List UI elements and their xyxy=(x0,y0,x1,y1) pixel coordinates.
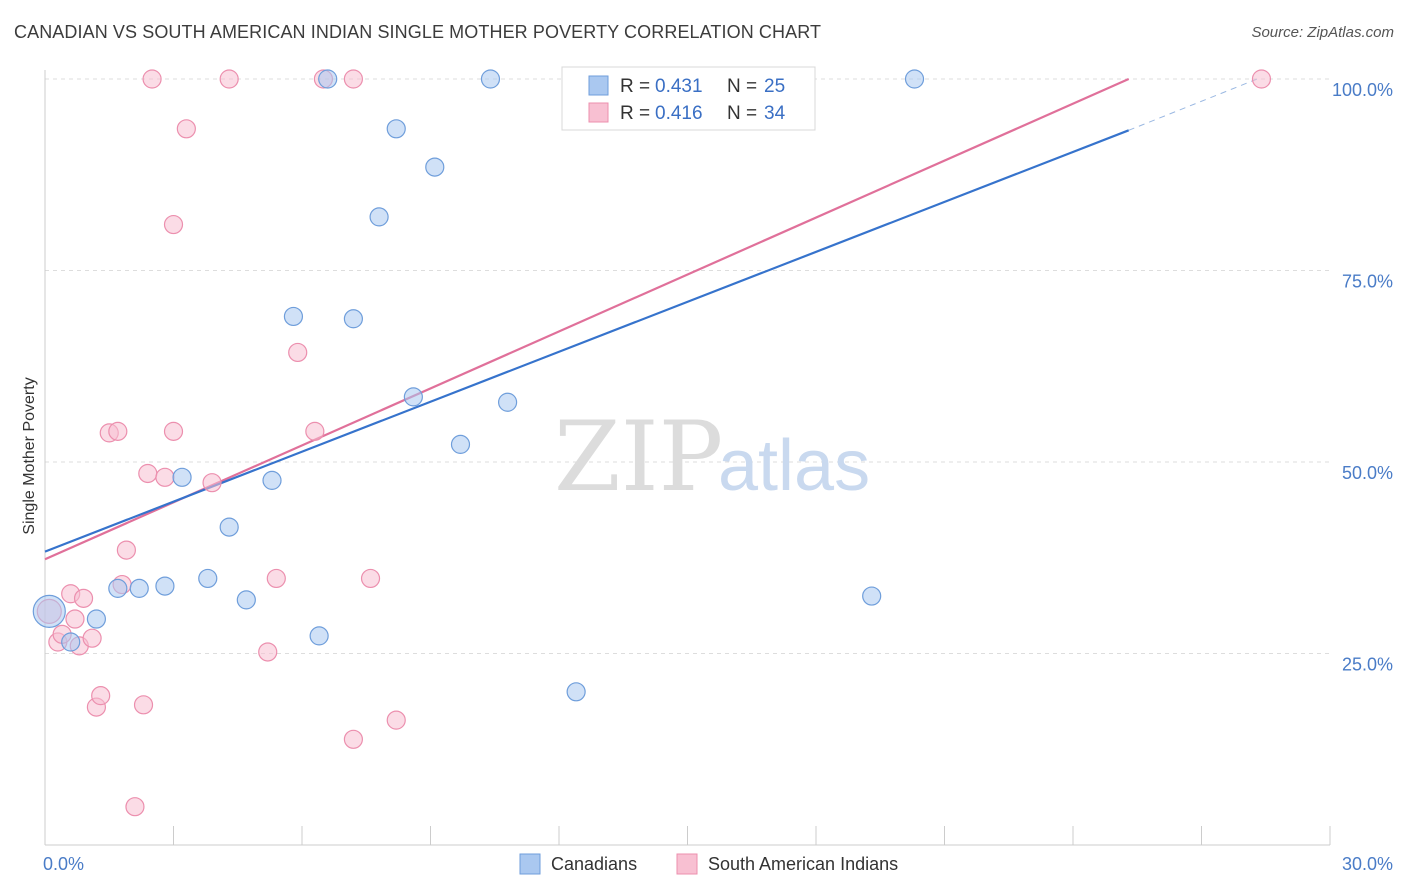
y-axis-title: Single Mother Poverty xyxy=(21,377,38,534)
south-american-indians-point-33 xyxy=(1251,69,1272,89)
trend-line-south-american-indians xyxy=(44,77,1130,561)
canadians-point-22 xyxy=(566,682,586,702)
legend-top: R = 0.431 N = 25 R = 0.416 N = 34 xyxy=(561,66,816,131)
south-american-indians-point-23 xyxy=(219,69,239,89)
south-american-indians-point-19 xyxy=(163,421,184,441)
south-american-indians-point-16 xyxy=(138,463,158,484)
south-american-indians-point-21 xyxy=(176,119,196,139)
y-tick-label-2: 75.0% xyxy=(1342,272,1393,292)
bottom-legend-swatch-canadians xyxy=(519,853,541,875)
south-american-indians-point-26 xyxy=(288,342,308,363)
y-tick-label-1: 50.0% xyxy=(1342,463,1393,483)
legend-n-label-2: N = xyxy=(727,103,757,124)
canadians-point-1 xyxy=(61,632,81,652)
canadians-point-15 xyxy=(369,207,389,227)
south-american-indians-point-32 xyxy=(386,710,406,730)
canadians-point-23 xyxy=(862,586,882,606)
canadians-point-5 xyxy=(155,576,175,596)
legend-r-value-2: 0.416 xyxy=(655,103,703,124)
canadians-point-21 xyxy=(498,392,518,412)
legend-swatch-sai xyxy=(588,102,609,123)
canadians-point-17 xyxy=(403,387,423,407)
south-american-indians-point-31 xyxy=(360,568,381,589)
axes: 25.0% 50.0% 75.0% 100.0% 0.0% 30.0% xyxy=(43,70,1393,874)
canadians-point-9 xyxy=(236,590,256,610)
y-tick-label-0: 25.0% xyxy=(1342,655,1393,675)
canadians-point-7 xyxy=(198,568,218,589)
south-american-indians-point-24 xyxy=(258,642,278,662)
watermark: ZIP atlas xyxy=(554,401,870,513)
canadians-point-11 xyxy=(283,306,304,327)
y-tick-label-3: 100.0% xyxy=(1332,80,1393,100)
south-american-indians-point-20 xyxy=(163,214,184,235)
canadians-point-18 xyxy=(425,157,445,177)
source-label: Source: ZipAtlas.com xyxy=(1251,24,1394,41)
south-american-indians-point-30 xyxy=(343,69,363,89)
canadians-point-19 xyxy=(450,434,471,454)
canadians-point-20 xyxy=(480,69,501,89)
south-american-indians-point-7 xyxy=(82,628,102,648)
bottom-legend-label-canadians: Canadians xyxy=(551,854,637,874)
x-tick-label-1: 30.0% xyxy=(1342,854,1393,874)
south-american-indians-point-4 xyxy=(65,609,85,629)
canadians-point-8 xyxy=(219,517,239,537)
south-american-indians-point-6 xyxy=(73,588,94,608)
canadians-point-12 xyxy=(309,626,329,646)
canadians-point-2 xyxy=(86,609,107,629)
south-american-indians-point-14 xyxy=(125,797,145,817)
south-american-indians-point-25 xyxy=(266,568,286,589)
canadians-point-24 xyxy=(904,69,925,89)
south-american-indians-point-13 xyxy=(116,540,136,560)
south-american-indians-point-17 xyxy=(142,69,162,89)
canadians-point-14 xyxy=(343,309,363,329)
bottom-legend-swatch-sai xyxy=(676,853,698,875)
grid xyxy=(45,78,1330,654)
bottom-legend-label-sai: South American Indians xyxy=(708,854,898,874)
canadians-point-4 xyxy=(129,578,149,598)
legend-r-value-1: 0.431 xyxy=(655,76,703,97)
data-points xyxy=(32,69,1272,817)
canadians-point-3 xyxy=(108,578,128,598)
south-american-indians-point-22 xyxy=(202,473,222,493)
x-tick-label-0: 0.0% xyxy=(43,854,84,874)
legend-swatch-canadians xyxy=(588,75,609,96)
legend-bottom: Canadians South American Indians xyxy=(519,853,898,875)
trend-line-canadians xyxy=(44,129,1130,553)
south-american-indians-point-15 xyxy=(133,695,154,715)
south-american-indians-point-29 xyxy=(343,729,363,749)
legend-r-label-1: R = xyxy=(620,76,650,97)
chart-title: CANADIAN VS SOUTH AMERICAN INDIAN SINGLE… xyxy=(14,22,822,42)
legend-n-value-1: 25 xyxy=(764,76,785,97)
trend-lines xyxy=(44,77,1258,561)
canadians-point-0 xyxy=(32,594,66,628)
south-american-indians-point-18 xyxy=(155,467,175,487)
south-american-indians-point-27 xyxy=(305,421,325,441)
legend-n-label-1: N = xyxy=(727,76,757,97)
legend-n-value-2: 34 xyxy=(764,103,786,124)
canadians-point-16 xyxy=(386,119,406,139)
legend-r-label-2: R = xyxy=(620,103,650,124)
watermark-zip: ZIP xyxy=(554,401,723,513)
canadians-point-6 xyxy=(172,467,192,487)
south-american-indians-point-11 xyxy=(108,421,128,441)
south-american-indians-point-9 xyxy=(91,686,111,706)
canadians-point-10 xyxy=(262,470,282,490)
trend-line-canadians-extension xyxy=(1128,78,1258,131)
canadians-point-13 xyxy=(318,69,338,89)
watermark-atlas: atlas xyxy=(718,426,870,506)
